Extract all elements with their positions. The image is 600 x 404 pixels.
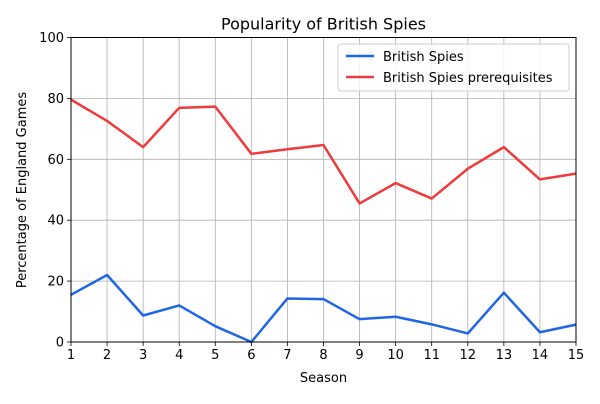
x-tick-label: 14 <box>532 348 549 363</box>
series-line-british-spies <box>70 273 577 344</box>
x-tick-label: 5 <box>211 348 219 363</box>
y-tick-label: 100 <box>39 31 64 46</box>
x-tick-label: 11 <box>423 348 440 363</box>
x-tick-label: 1 <box>67 348 75 363</box>
x-tick-label: 2 <box>103 348 111 363</box>
chart-title: Popularity of British Spies <box>221 15 426 34</box>
legend-label: British Spies <box>383 50 464 65</box>
legend: British Spies British Spies prerequisite… <box>337 43 570 92</box>
x-tick-label: 6 <box>247 348 255 363</box>
x-tick-label: 13 <box>496 348 513 363</box>
x-tick-label: 15 <box>568 348 585 363</box>
legend-label: British Spies prerequisites <box>383 71 553 86</box>
x-tick-label: 12 <box>460 348 477 363</box>
x-tick-label: 3 <box>139 348 147 363</box>
series-line-british-spies-prerequisites <box>70 98 577 205</box>
y-axis-ticks: 0 20 40 60 80 100 <box>39 31 71 351</box>
x-tick-label: 10 <box>387 348 404 363</box>
y-tick-label: 40 <box>47 214 64 229</box>
x-axis-ticks: 1 2 3 4 5 6 7 8 9 10 11 12 13 14 15 <box>67 342 584 363</box>
y-tick-label: 80 <box>47 92 64 107</box>
y-tick-label: 20 <box>47 275 64 290</box>
y-axis-label: Percentage of England Games <box>15 92 30 289</box>
x-tick-label: 8 <box>319 348 327 363</box>
legend-box <box>337 43 570 92</box>
x-tick-label: 7 <box>283 348 291 363</box>
x-tick-label: 4 <box>175 348 183 363</box>
y-tick-label: 60 <box>47 153 64 168</box>
x-axis-label: Season <box>300 371 347 386</box>
series-lines <box>70 98 577 344</box>
y-tick-label: 0 <box>56 336 64 351</box>
x-tick-label: 9 <box>355 348 363 363</box>
